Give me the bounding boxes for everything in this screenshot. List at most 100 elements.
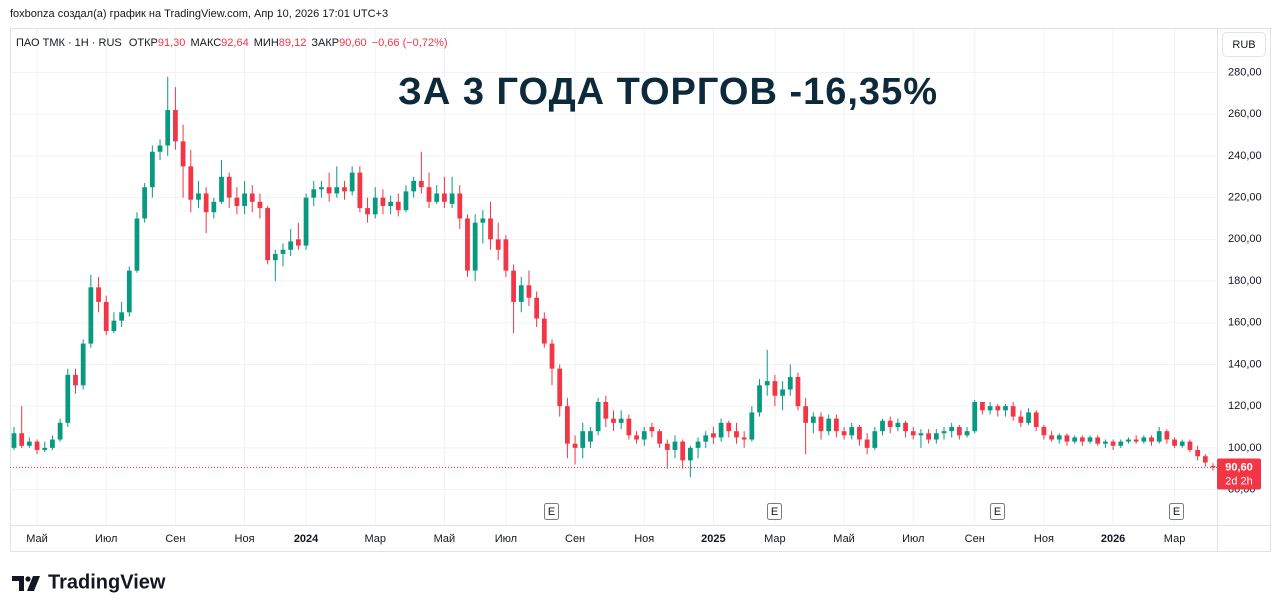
candle-body (1026, 412, 1031, 423)
candle-body (26, 441, 32, 446)
candle-body (149, 151, 155, 188)
candle-body (818, 416, 824, 432)
candle-body (749, 412, 755, 440)
x-tick-label: Ноя (1034, 533, 1054, 545)
candle-body (1087, 437, 1093, 442)
candle-body (357, 172, 363, 209)
candle-body (634, 435, 639, 440)
currency-label[interactable]: RUB (1232, 39, 1255, 51)
y-tick-label: 280,00 (1228, 66, 1262, 78)
footer-brand: TradingView (48, 571, 166, 593)
candle-body (242, 193, 247, 206)
event-box[interactable] (544, 503, 559, 520)
event-box[interactable] (1169, 503, 1184, 520)
candle-body (1141, 437, 1147, 442)
candle-body (1003, 406, 1008, 411)
candle-body (1126, 439, 1131, 442)
candle-body (726, 422, 732, 432)
y-tick-label: 100,00 (1228, 442, 1262, 454)
candle-body (280, 249, 286, 254)
event-label[interactable]: E (1173, 506, 1180, 518)
candle-body (1103, 441, 1108, 444)
legend-symbol: ПАО ТМК · 1Н · RUS (16, 37, 122, 49)
candle-body (119, 312, 124, 321)
legend-close: 90,60 (339, 37, 367, 49)
candle-body (395, 201, 401, 211)
candle-body (488, 218, 493, 240)
candle-body (649, 427, 655, 432)
footer-logo: TradingView (12, 571, 166, 593)
candle-body (265, 208, 271, 261)
candle-body (1110, 441, 1116, 446)
event-box[interactable] (990, 503, 1005, 520)
x-tick-label: 2026 (1101, 533, 1125, 545)
candle-body (956, 427, 962, 436)
candle-body (910, 431, 916, 436)
candle-body (349, 172, 355, 192)
candle-body (849, 427, 855, 436)
candle-body (295, 239, 301, 246)
candle-body (549, 343, 555, 369)
candle-body (680, 441, 686, 461)
candle-body (872, 431, 878, 448)
candle-body (234, 197, 240, 206)
event-label[interactable]: E (771, 506, 778, 518)
candle-body (342, 187, 347, 192)
candle-body (526, 285, 532, 298)
candle-body (57, 422, 63, 440)
x-tick-label: 2025 (701, 533, 725, 545)
logo-mark (27, 576, 40, 591)
event-label[interactable]: E (994, 506, 1001, 518)
candle-body (1041, 427, 1047, 436)
legend-close-label: ЗАКР (311, 37, 339, 49)
candle-body (734, 431, 739, 438)
event-label[interactable]: E (548, 506, 555, 518)
candle-body (595, 401, 601, 432)
candle-body (226, 176, 232, 198)
candle-body (603, 401, 609, 419)
candle-body (964, 431, 970, 436)
candle-body (933, 433, 939, 440)
x-tick-label: Сен (965, 533, 985, 545)
y-tick-label: 180,00 (1228, 275, 1262, 287)
legend-low: 89,12 (279, 37, 307, 49)
candle-body (196, 193, 201, 200)
candle-body (434, 193, 440, 202)
x-tick-label: Июл (495, 533, 517, 545)
candle-body (887, 420, 893, 428)
candle-body (365, 208, 370, 215)
y-tick-label: 260,00 (1228, 108, 1262, 120)
legend-change: −0,66 (−0,72%) (372, 37, 448, 49)
y-tick-label: 220,00 (1228, 192, 1262, 204)
x-tick-label: Ноя (634, 533, 654, 545)
candle-body (1195, 449, 1201, 457)
candle-body (795, 376, 801, 407)
event-box[interactable] (767, 503, 782, 520)
currency-button[interactable] (1222, 32, 1266, 57)
candle-body (1179, 441, 1185, 446)
candle-body (1010, 406, 1016, 417)
candle-body (372, 197, 378, 215)
candle-body (249, 193, 255, 202)
candle-body (864, 439, 870, 448)
candle-body (1149, 437, 1154, 442)
candle-body (472, 222, 478, 271)
candle-body (711, 433, 716, 438)
candle-body (780, 389, 785, 396)
candle-body (803, 406, 809, 423)
candle-body (511, 270, 516, 302)
candle-body (42, 447, 48, 450)
candle-body (1064, 435, 1070, 442)
legend-high: 92,64 (221, 37, 249, 49)
candle-body (73, 374, 78, 386)
candle-body (1033, 412, 1039, 428)
y-tick-label: 140,00 (1228, 358, 1262, 370)
candle-body (941, 431, 947, 434)
candle-body (1072, 437, 1078, 442)
candle-body (319, 187, 324, 190)
x-tick-label: Мар (1164, 533, 1186, 545)
candle-body (426, 187, 432, 202)
y-tick-label: 200,00 (1228, 233, 1262, 245)
candle-body (1164, 431, 1170, 440)
candle-body (334, 187, 340, 194)
